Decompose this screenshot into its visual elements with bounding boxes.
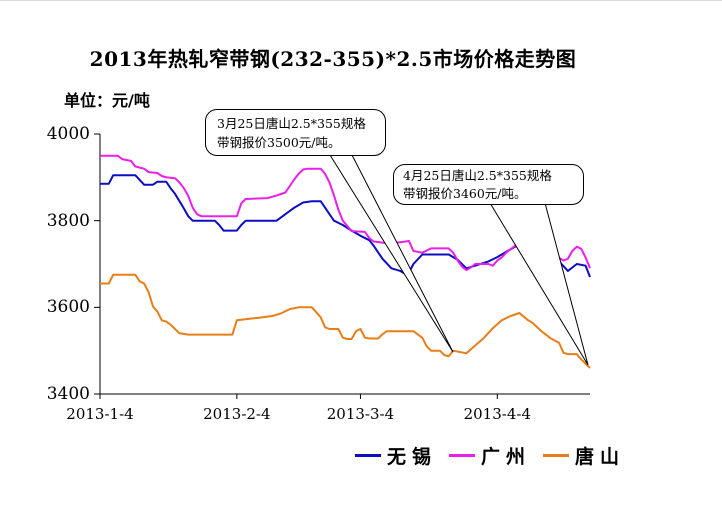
legend-swatch-tangshan <box>543 454 570 457</box>
legend-label-guangzhou: 广州 <box>481 446 532 468</box>
x-tick-label: 2013-3-4 <box>326 405 395 423</box>
legend-swatch-guangzhou <box>449 454 476 457</box>
legend-item-tangshan: 唐山 <box>543 442 625 469</box>
y-tick-label: 3800 <box>46 210 90 231</box>
callout-apr25-line2: 带钢报价3460元/吨。 <box>403 186 527 201</box>
chart-title: 2013年热轧窄带钢(232-355)*2.5市场价格走势图 <box>89 47 577 71</box>
legend-swatch-wuxi <box>355 454 381 457</box>
callout-mar25-line1: 3月25日唐山2.5*355规格 <box>217 116 366 131</box>
legend-item-wuxi: 无锡 <box>355 442 437 469</box>
legend-label-wuxi: 无锡 <box>387 446 438 468</box>
legend-item-guangzhou: 广州 <box>449 442 531 469</box>
x-tick-label: 2013-2-4 <box>203 405 271 423</box>
unit-label: 单位：元/吨 <box>64 91 150 110</box>
legend: 无锡 广州 唐山 <box>355 442 637 469</box>
callout-apr25-tail <box>489 202 589 366</box>
y-tick-label: 3600 <box>46 297 90 318</box>
x-tick-label: 2013-1-4 <box>66 405 134 423</box>
series-line-guangzhou <box>100 154 591 272</box>
y-tick-label: 4000 <box>46 124 90 144</box>
legend-label-tangshan: 唐山 <box>575 446 626 468</box>
series-line-tangshan <box>100 273 591 369</box>
callout-mar25-line2: 带钢报价3500元/吨。 <box>217 135 341 150</box>
callout-apr25-line1: 4月25日唐山2.5*355规格 <box>403 168 552 183</box>
x-tick-label: 2013-4-4 <box>463 405 531 423</box>
callout-mar25: 3月25日唐山2.5*355规格 带钢报价3500元/吨。 <box>205 109 386 156</box>
y-tick-label: 3400 <box>46 384 90 404</box>
callout-apr25: 4月25日唐山2.5*355规格 带钢报价3460元/吨。 <box>393 164 584 205</box>
